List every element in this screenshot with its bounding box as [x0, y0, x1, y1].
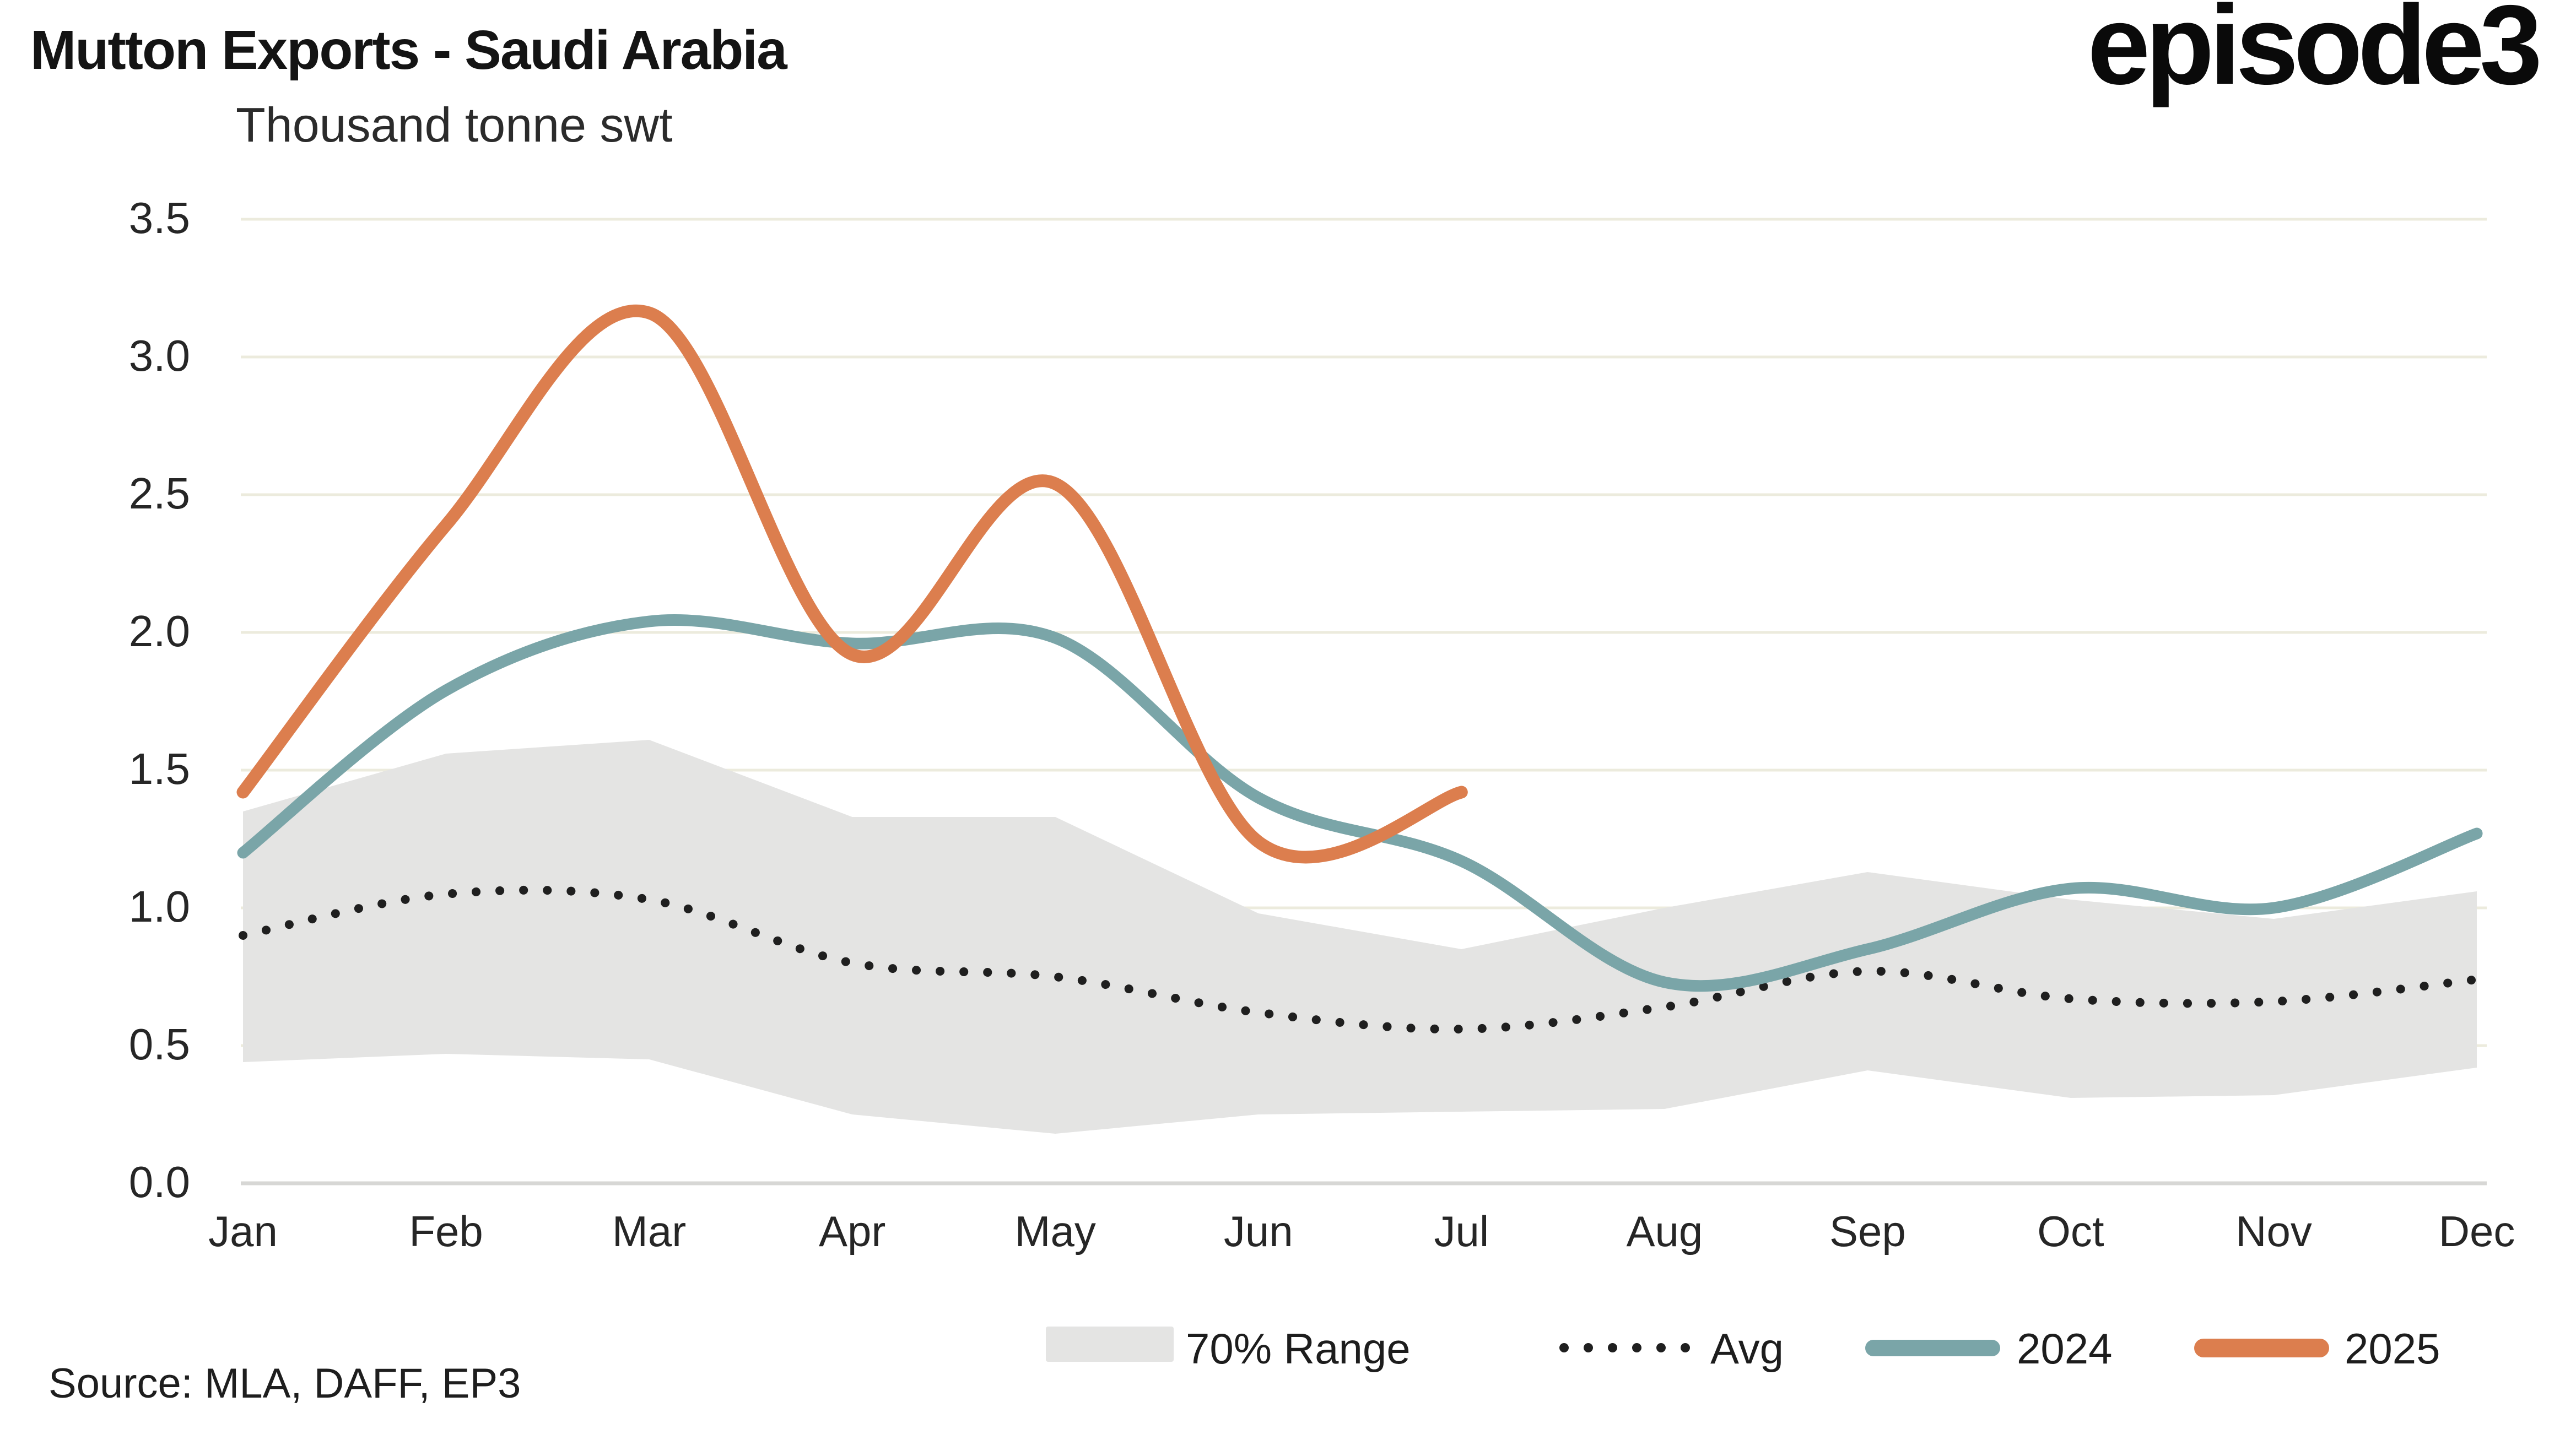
legend-label-avg: Avg — [1710, 1324, 1784, 1373]
y-axis-label: 0.5 — [128, 1020, 190, 1069]
x-axis-label: May — [1014, 1207, 1096, 1255]
x-axis-label: Jul — [1434, 1207, 1489, 1255]
legend-label-2024: 2024 — [2017, 1324, 2113, 1373]
y-axis-label: 1.0 — [128, 882, 190, 931]
x-axis-label: Oct — [2037, 1207, 2104, 1255]
y-axis-units-label: Thousand tonne swt — [236, 98, 673, 152]
y-axis-label: 3.0 — [128, 331, 190, 380]
legend-swatch-2024 — [1865, 1340, 2000, 1356]
source-note: Source: MLA, DAFF, EP3 — [48, 1360, 521, 1407]
page-title: Mutton Exports - Saudi Arabia — [30, 19, 787, 81]
x-axis-label: Sep — [1829, 1207, 1906, 1255]
y-axis-label: 2.5 — [128, 469, 190, 518]
legend-label-range: 70% Range — [1186, 1324, 1411, 1373]
x-axis-label: Apr — [818, 1207, 886, 1255]
y-axis-label: 1.5 — [128, 744, 190, 793]
legend-label-2025: 2025 — [2345, 1324, 2440, 1373]
y-axis-label: 3.5 — [128, 193, 190, 242]
x-axis-label: Feb — [409, 1207, 483, 1255]
episode3-logo: episode3 — [2087, 0, 2542, 108]
x-axis-label: Nov — [2235, 1207, 2312, 1255]
x-axis-label: Aug — [1626, 1207, 1703, 1255]
legend-swatch-range — [1046, 1327, 1174, 1362]
x-axis-label: Mar — [612, 1207, 687, 1255]
x-axis-label: Jan — [208, 1207, 278, 1255]
x-axis-label: Jun — [1223, 1207, 1293, 1255]
y-axis-label: 2.0 — [128, 607, 190, 656]
legend-swatch-2025 — [2194, 1339, 2329, 1357]
x-axis-label: Dec — [2438, 1207, 2515, 1255]
y-axis-label: 0.0 — [128, 1157, 190, 1206]
legend-swatch-avg — [1559, 1343, 1690, 1352]
